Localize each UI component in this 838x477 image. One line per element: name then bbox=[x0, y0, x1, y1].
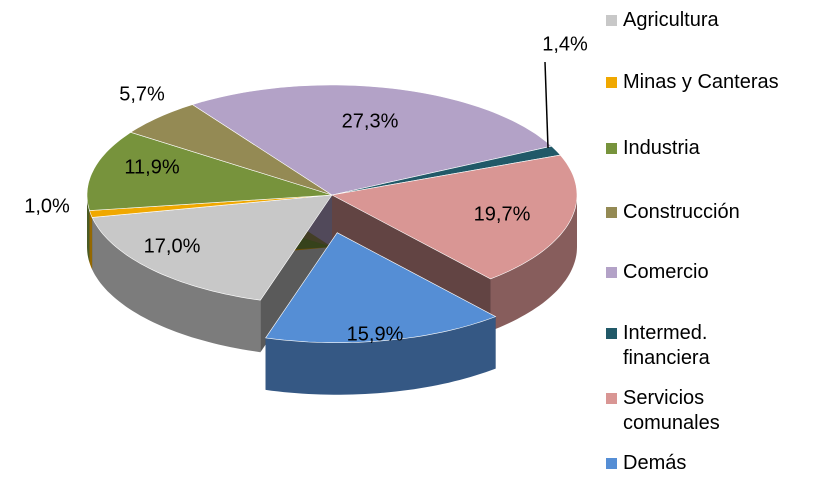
legend-swatch bbox=[606, 207, 617, 218]
slice-wall bbox=[490, 195, 577, 331]
data-label: 1,4% bbox=[542, 33, 588, 55]
chart: 17,0% 1,0% 11,9% 5,7% 27,3% 1,4% 19,7% 15,9% bbox=[24, 33, 588, 395]
legend-label: Minas y Canteras bbox=[623, 71, 779, 93]
pie-slice bbox=[191, 84, 553, 196]
leader-line bbox=[544, 61, 549, 149]
legend-swatch bbox=[606, 15, 617, 26]
legend-swatch bbox=[606, 458, 617, 469]
slice-wall bbox=[265, 316, 496, 395]
legend-item: Intermed. financiera bbox=[606, 321, 789, 371]
legend-item: Agricultura bbox=[606, 8, 789, 33]
pie-slice bbox=[91, 194, 333, 301]
data-label: 11,9% bbox=[124, 156, 179, 178]
legend-swatch bbox=[606, 267, 617, 278]
data-label: 19,7% bbox=[474, 203, 531, 225]
pie-slice bbox=[265, 232, 497, 343]
legend-item: Minas y Canteras bbox=[606, 70, 789, 95]
data-label: 27,3% bbox=[342, 110, 399, 132]
legend-item: Demás bbox=[606, 451, 789, 476]
data-label: 1,0% bbox=[24, 195, 70, 217]
legend-label: Agricultura bbox=[623, 9, 719, 31]
pie-slice bbox=[129, 104, 333, 196]
legend-label: Demás bbox=[623, 452, 687, 474]
slice-wall bbox=[89, 210, 93, 270]
legend-label: Servicios comunales bbox=[623, 387, 720, 434]
pie-slice bbox=[331, 154, 578, 280]
legend-item: Servicios comunales bbox=[606, 386, 789, 436]
legend-swatch bbox=[606, 143, 617, 154]
legend: Agricultura Minas y Canteras Industria Cons… bbox=[606, 0, 836, 477]
legend-label: Industria bbox=[623, 137, 700, 159]
legend-item: Comercio bbox=[606, 260, 789, 285]
legend-swatch bbox=[606, 77, 617, 88]
data-label: 15,9% bbox=[347, 323, 404, 345]
legend-swatch bbox=[606, 393, 617, 404]
data-label: 17,0% bbox=[144, 235, 201, 257]
slice-wall bbox=[92, 217, 261, 353]
legend-label: Construcción bbox=[623, 201, 740, 223]
pie-slice bbox=[86, 131, 333, 211]
data-label: 5,7% bbox=[119, 83, 165, 105]
legend-item: Industria bbox=[606, 136, 789, 161]
legend-label: Comercio bbox=[623, 261, 709, 283]
legend-label: Intermed. financiera bbox=[623, 322, 710, 369]
legend-item: Construcción bbox=[606, 200, 789, 225]
legend-swatch bbox=[606, 328, 617, 339]
slice-wall bbox=[87, 195, 90, 263]
